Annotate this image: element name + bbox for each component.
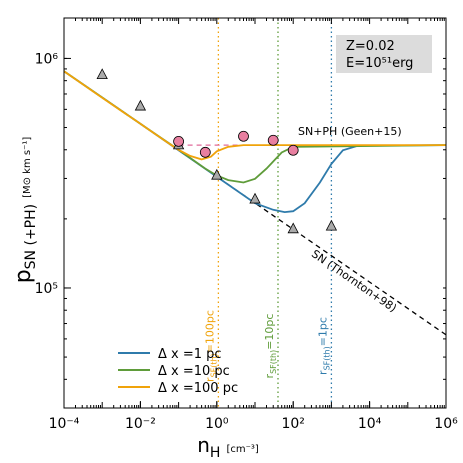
legend-label: Δ x =10 pc (158, 364, 230, 379)
marker-triangle (134, 99, 147, 111)
label-sub: SN (+PH) (23, 204, 39, 269)
vline-label: rSF(th)=100pc (203, 310, 218, 382)
legend-label: Δ x =1 pc (158, 347, 222, 362)
vline-label: rSF(th)=10pc (263, 314, 278, 379)
label-sub: SF(th) (269, 350, 278, 374)
x-tick-label: 10⁶ (434, 416, 458, 432)
label-sub: SF(th) (209, 353, 218, 377)
marker-triangle (287, 222, 299, 234)
reference-label: SN+PH (Geen+15) (298, 125, 402, 138)
marker-circle (173, 136, 185, 147)
info-box (336, 35, 432, 73)
y-tick-label: 10⁶ (35, 51, 59, 67)
x-axis-label: nH [cm⁻³] (197, 433, 259, 461)
marker-triangle (249, 192, 261, 204)
marker-circle (238, 130, 249, 142)
marker-triangle (211, 168, 223, 180)
x-tick-label: 10⁴ (358, 416, 382, 432)
series-line (63, 70, 446, 161)
label-main: p (11, 269, 36, 283)
label-main: r (316, 370, 329, 375)
marker-triangle (96, 68, 108, 80)
x-tick-label: 10² (281, 416, 304, 432)
label-main: n (197, 433, 210, 457)
plot-frame (63, 17, 447, 409)
label-rest: =10pc (263, 314, 276, 350)
label-sub: H (210, 445, 221, 461)
label-rest: =100pc (203, 310, 216, 353)
y-tick-label: 10⁵ (35, 281, 58, 297)
y-axis-label: pSN (+PH) [M⊙ km s⁻¹] (11, 137, 39, 284)
reference-label: SN (Thornton+98) (309, 247, 399, 315)
info-text: E=10⁵¹erg (346, 56, 413, 71)
x-tick-label: 10⁰ (205, 416, 229, 432)
legend-label: Δ x =100 pc (158, 381, 238, 396)
label-main: r (203, 377, 216, 382)
label-units: [M⊙ km s⁻¹] (22, 137, 33, 198)
x-tick-label: 10⁻⁴ (49, 416, 80, 432)
marker-circle (199, 146, 211, 158)
info-text: Z=0.02 (346, 39, 395, 54)
label-sub: SF(th) (322, 346, 331, 370)
x-tick-label: 10⁻² (125, 416, 156, 432)
marker-circle (267, 134, 279, 146)
label-rest: =1pc (316, 317, 329, 346)
marker-circle (287, 144, 299, 156)
label-main: r (263, 373, 276, 378)
vline-label: rSF(th)=1pc (316, 317, 331, 375)
label-units: [cm⁻³] (226, 444, 258, 455)
marker-triangle (325, 219, 338, 231)
series-line (63, 70, 447, 214)
